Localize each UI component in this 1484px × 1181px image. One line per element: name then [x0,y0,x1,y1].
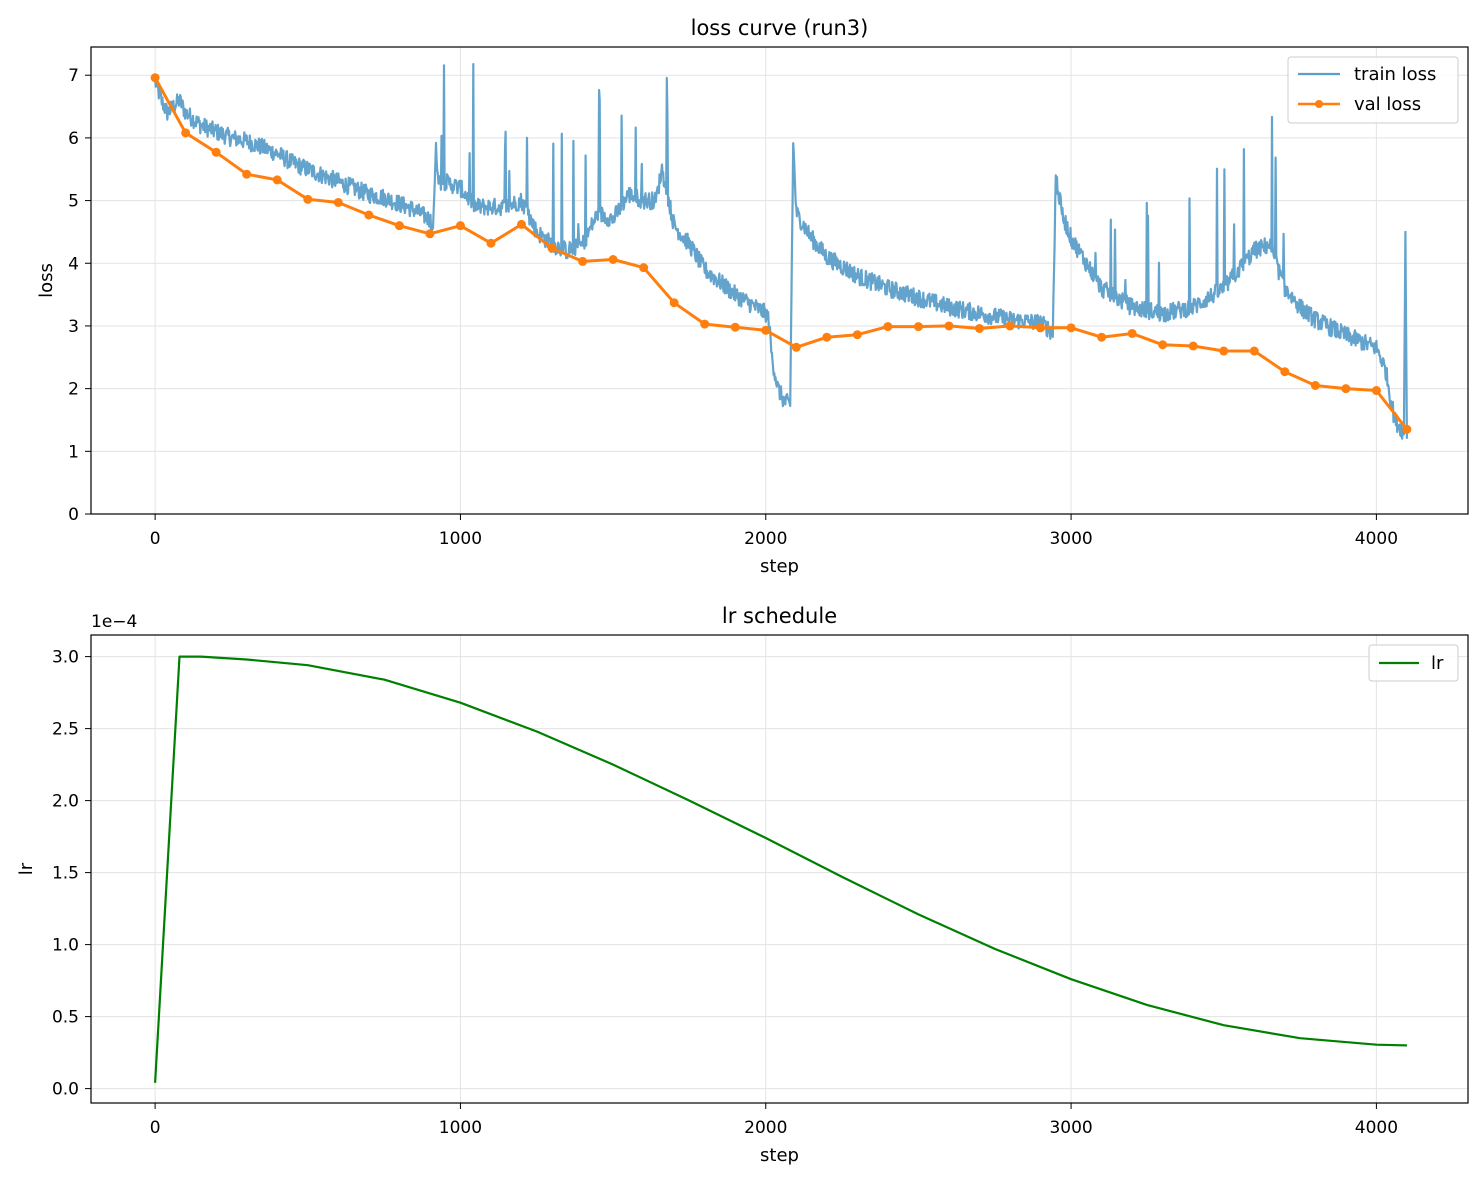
y-tick-label: 4 [68,254,79,274]
val-loss-point [211,147,221,157]
y-tick-label: 7 [68,66,79,86]
val-loss-point [791,342,801,352]
y-tick-label: 0.5 [52,1008,79,1028]
train-loss-line [154,62,1408,440]
val-loss-point [242,169,252,179]
y-tick-label: 3 [68,317,79,337]
val-loss-point [944,321,954,331]
val-loss-point [333,197,343,207]
val-loss-point [608,255,618,265]
val-loss-point [272,175,282,185]
x-tick-label: 4000 [1355,529,1398,549]
val-loss-point [364,210,374,220]
val-loss-point [822,332,832,342]
loss-chart-ticks: 0 1000 2000 3000 4000 0 1 2 3 4 5 6 7 [68,66,1398,549]
y-tick-label: 2.5 [52,720,79,740]
val-loss-point [425,229,435,239]
val-loss-point [669,298,679,308]
y-tick-label: 3.0 [52,648,79,668]
lr-chart-title: lr schedule [722,604,837,628]
lr-chart-ticks: 0 1000 2000 3000 4000 0.0 0.5 1.0 1.5 2.0 2.5 3.0 [52,648,1398,1138]
lr-chart-series [154,655,1407,1083]
val-loss-point [852,330,862,340]
val-loss-point [1341,384,1351,394]
lr-chart-scale-offset: 1e−4 [91,612,137,632]
lr-chart: 0 1000 2000 3000 4000 0.0 0.5 1.0 1.5 2.0 2.5 3.0 l… [16,604,1469,1166]
legend-label-val-loss: val loss [1354,94,1421,115]
val-loss-point [639,263,649,273]
lr-line [154,655,1407,1083]
loss-chart-title: loss curve (run3) [691,16,869,40]
x-tick-label: 3000 [1049,1118,1092,1138]
val-loss-point [517,219,527,229]
val-loss-point [547,243,557,253]
val-loss-point [1066,323,1076,333]
legend-marker-val-loss [1315,100,1323,108]
x-tick-label: 0 [150,529,161,549]
y-tick-label: 1.0 [52,936,79,956]
val-loss-point [730,322,740,332]
val-loss-point [486,238,496,248]
val-loss-point [1036,323,1046,333]
val-loss-point [1371,386,1381,396]
legend-label-train-loss: train loss [1354,64,1436,85]
val-loss-point [181,128,191,138]
loss-chart: 0 1000 2000 3000 4000 0 1 2 3 4 5 6 7 loss curve (ru… [36,16,1469,577]
val-loss-point [150,73,160,83]
x-tick-label: 4000 [1355,1118,1398,1138]
val-loss-line [153,76,1409,431]
loss-chart-legend: train loss val loss [1287,56,1459,124]
val-loss-point [1127,328,1137,338]
x-tick-label: 1000 [439,1118,482,1138]
lr-chart-frame [90,634,1469,1104]
y-tick-label: 2 [68,380,79,400]
loss-chart-y-axis-label: loss [36,263,57,298]
val-loss-point [1188,341,1198,351]
val-loss-point [455,221,465,231]
val-loss-point [578,256,588,266]
x-tick-label: 2000 [744,1118,787,1138]
loss-chart-series [150,62,1412,440]
val-loss-point [1219,346,1229,356]
loss-chart-frame [90,46,1469,515]
x-tick-label: 3000 [1049,529,1092,549]
val-loss-point [761,325,771,335]
val-loss-point [913,322,923,332]
lr-chart-grid [91,635,1468,1103]
val-loss-point [1005,321,1015,331]
val-loss-point [1097,332,1107,342]
y-tick-label: 1.5 [52,864,79,884]
val-loss-point [700,319,710,329]
y-tick-label: 0 [68,505,79,525]
val-loss-point [974,323,984,333]
val-loss-point [1402,424,1412,434]
val-loss-point [1280,367,1290,377]
val-loss-point [1249,346,1259,356]
y-tick-label: 1 [68,442,79,462]
val-loss-point [394,221,404,231]
y-tick-label: 0.0 [52,1080,79,1100]
x-tick-label: 1000 [439,529,482,549]
y-tick-label: 2.0 [52,792,79,812]
val-loss-point [303,194,313,204]
val-loss-point [1158,340,1168,350]
val-loss-point [883,322,893,332]
x-tick-label: 2000 [744,529,787,549]
legend-label-lr: lr [1431,653,1444,674]
lr-chart-y-axis-label: lr [16,862,37,875]
y-tick-label: 6 [68,129,79,149]
y-tick-label: 5 [68,192,79,212]
loss-chart-x-axis-label: step [760,556,799,577]
val-loss-point [1310,380,1320,390]
x-tick-label: 0 [150,1118,161,1138]
lr-chart-legend: lr [1368,644,1459,682]
lr-chart-x-axis-label: step [760,1145,799,1166]
